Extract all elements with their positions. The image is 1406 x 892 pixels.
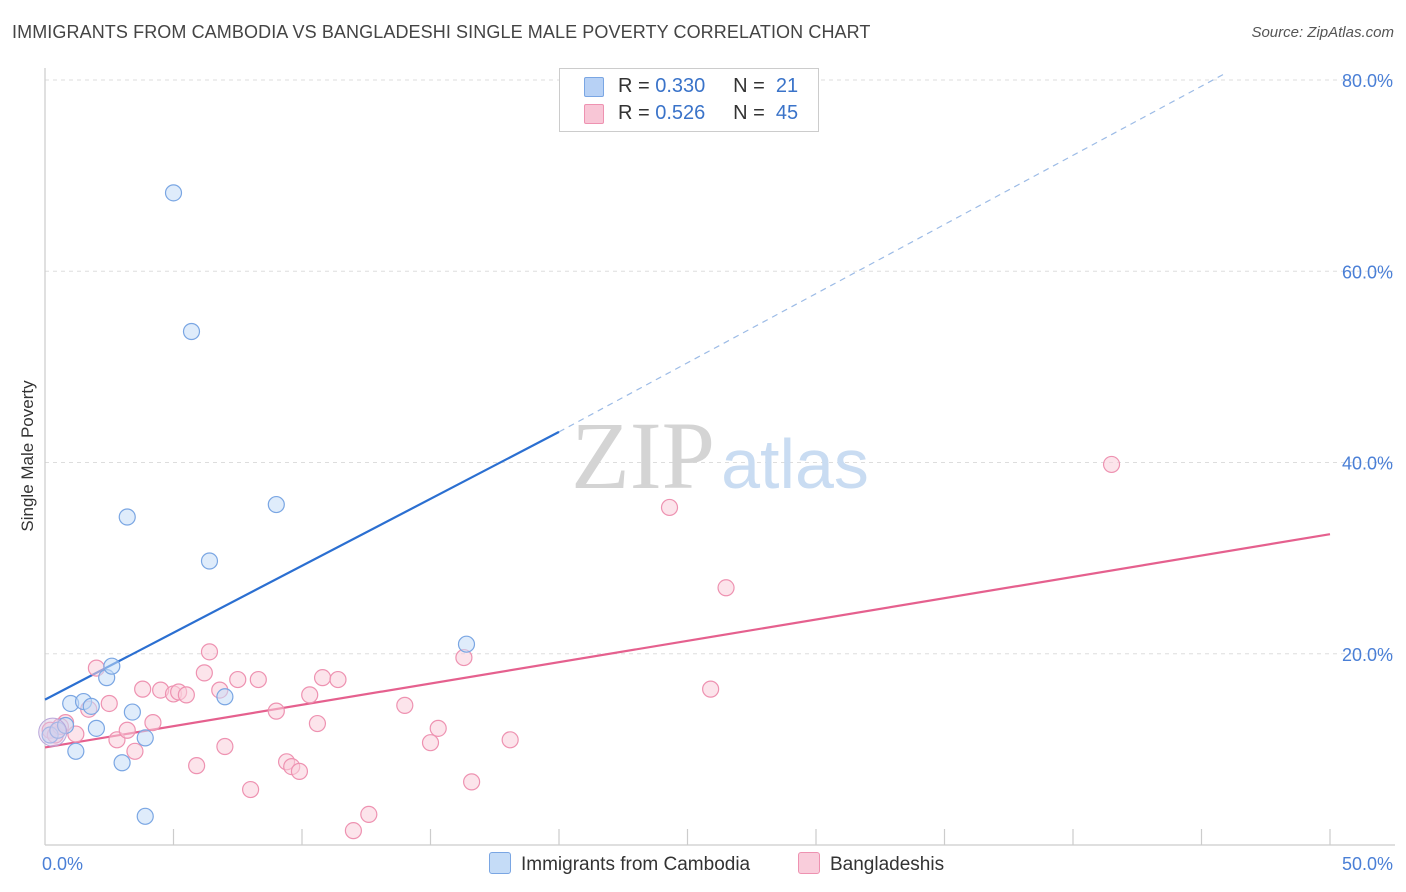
point-bangladeshi-29 (308, 714, 327, 733)
n-value-cambodia: 21 (775, 75, 799, 97)
x-tick-label-50: 50.0% (1342, 854, 1393, 874)
point-bangladeshi-6 (100, 694, 118, 713)
point-bangladeshi-21 (229, 670, 247, 689)
cambodia-legend-label: Immigrants from Cambodia (521, 854, 751, 875)
point-cambodia-9 (103, 657, 121, 675)
n-label: N = (733, 75, 765, 97)
point-cambodia-12 (123, 703, 141, 721)
trend-lines (44, 71, 1331, 749)
axes (44, 68, 1395, 846)
point-bangladeshi-42 (717, 579, 735, 597)
point-bangladeshi-18 (200, 643, 219, 661)
point-cambodia-18 (216, 688, 234, 706)
point-bangladeshi-39 (501, 731, 519, 749)
point-cambodia-20 (457, 635, 476, 653)
r-label: R = (618, 102, 650, 124)
n-label: N = (733, 102, 765, 124)
trend-line-1 (44, 533, 1331, 749)
point-bangladeshi-30 (313, 669, 332, 687)
point-bangladeshi-32 (344, 822, 362, 840)
trend-line-0 (44, 430, 560, 701)
point-cambodia-19 (267, 495, 285, 514)
point-bangladeshi-23 (249, 670, 267, 689)
y-tick-label-60: 60.0% (1342, 262, 1393, 282)
point-bangladeshi-34 (396, 696, 414, 714)
point-bangladeshi-36 (429, 719, 447, 737)
point-bangladeshi-35 (421, 734, 440, 752)
point-cambodia-15 (164, 184, 183, 202)
point-bangladeshi-8 (118, 721, 136, 739)
correlation-legend: R = 0.330 N = 21 R = 0.526 N = 45 (559, 68, 819, 132)
point-cambodia-13 (136, 729, 154, 747)
point-cambodia-16 (182, 322, 201, 341)
n-value-bangladeshi: 45 (775, 102, 799, 124)
legend-item-bangladeshi: Bangladeshis (798, 852, 944, 876)
point-cambodia-7 (87, 719, 106, 737)
trend-extension-0 (558, 71, 1228, 433)
r-value-bangladeshi: 0.526 (655, 102, 706, 124)
point-cambodia-11 (118, 508, 136, 526)
point-bangladeshi-20 (216, 737, 234, 756)
point-cambodia-4 (67, 742, 85, 760)
point-bangladeshi-16 (188, 757, 206, 775)
point-bangladeshi-17 (195, 664, 213, 682)
y-tick-label-80: 80.0% (1342, 71, 1393, 91)
r-label: R = (618, 75, 650, 97)
point-cambodia-6 (82, 697, 100, 715)
point-bangladeshi-10 (134, 680, 152, 698)
point-bangladeshi-15 (177, 686, 195, 704)
source-label: Source: ZipAtlas.com (1251, 24, 1394, 41)
r-value-cambodia: 0.330 (655, 75, 706, 97)
point-bangladeshi-24 (267, 702, 285, 720)
point-cluster-origin (38, 717, 68, 747)
point-bangladeshi-41 (702, 680, 720, 698)
cambodia-legend-swatch (489, 852, 511, 874)
point-bangladeshi-28 (301, 686, 319, 704)
watermark-atlas: atlas (721, 425, 869, 503)
bangladeshi-legend-label: Bangladeshis (830, 854, 945, 875)
point-bangladeshi-31 (329, 670, 347, 689)
point-bangladeshi-9 (126, 742, 144, 760)
y-tick-label-20: 20.0% (1342, 645, 1393, 665)
legend-item-cambodia: Immigrants from Cambodia (489, 852, 750, 876)
point-bangladeshi-38 (463, 773, 481, 791)
bangladeshi-swatch (584, 104, 604, 124)
point-cambodia-10 (113, 754, 131, 772)
point-bangladeshi-43 (1102, 455, 1121, 474)
y-tick-label-40: 40.0% (1342, 454, 1393, 474)
chart-title: IMMIGRANTS FROM CAMBODIA VS BANGLADESHI … (12, 22, 871, 42)
point-cambodia-17 (200, 552, 219, 570)
bangladeshi-legend-swatch (798, 852, 820, 874)
point-bangladeshi-40 (660, 498, 679, 517)
cambodia-swatch (584, 77, 604, 97)
point-bangladeshi-27 (290, 762, 309, 780)
x-tick-label-0: 0.0% (42, 854, 83, 874)
point-bangladeshi-11 (144, 713, 162, 732)
point-bangladeshi-33 (360, 805, 378, 824)
data-points (38, 184, 1121, 840)
gridlines (45, 79, 1395, 655)
point-bangladeshi-22 (242, 780, 260, 799)
watermark: ZIPatlas (571, 402, 869, 509)
watermark-zip: ZIP (571, 402, 715, 509)
tick-labels: 20.0% 40.0% 60.0% 80.0% 0.0% 50.0% (42, 71, 1393, 874)
point-cambodia-14 (136, 807, 154, 825)
